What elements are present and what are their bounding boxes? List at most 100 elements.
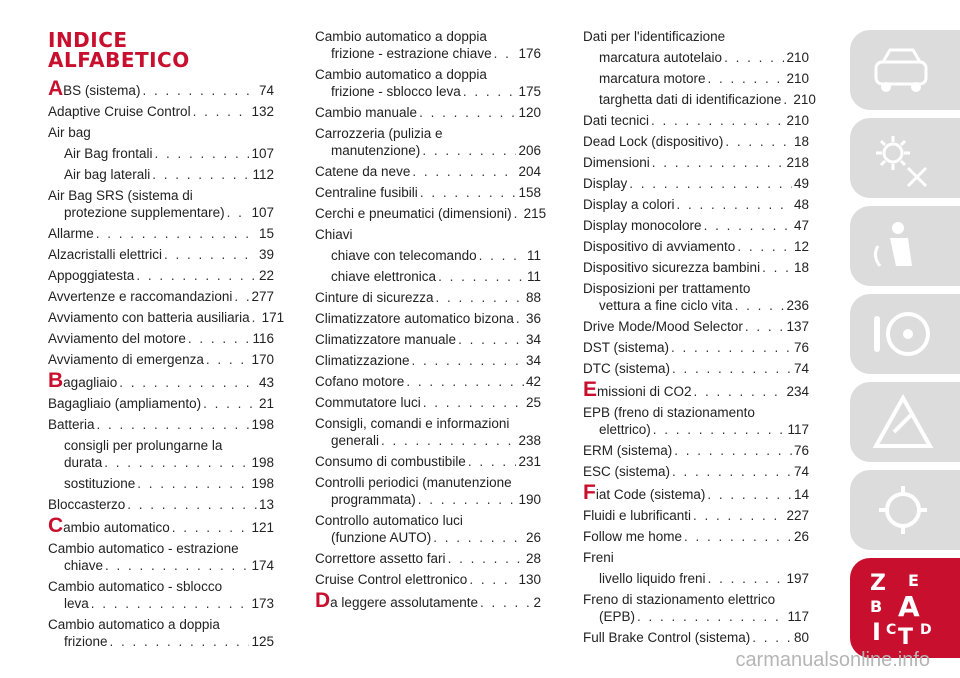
page-number[interactable]: 130: [518, 572, 541, 587]
index-entry[interactable]: Disposizioni per trattamento vettura a fi…: [583, 280, 809, 314]
page-number[interactable]: 21: [258, 396, 274, 411]
page-number[interactable]: 11: [526, 269, 541, 284]
index-entry[interactable]: Air bag: [48, 124, 274, 141]
index-entry[interactable]: livello liquido freni 197: [583, 570, 809, 587]
index-entry[interactable]: chiave elettronica 11: [315, 268, 541, 285]
index-entry[interactable]: Bloccasterzo 13: [48, 496, 274, 513]
page-number[interactable]: 175: [518, 84, 541, 99]
index-entry[interactable]: Climatizzatore manuale 34: [315, 331, 541, 348]
page-number[interactable]: 39: [258, 247, 274, 262]
tab-breakdown[interactable]: [850, 382, 960, 462]
index-entry[interactable]: DTC (sistema) 74: [583, 360, 809, 377]
page-number[interactable]: 210: [786, 113, 809, 128]
index-entry[interactable]: Follow me home 26: [583, 528, 809, 545]
page-number[interactable]: 132: [251, 104, 274, 119]
index-entry[interactable]: Drive Mode/Mood Selector 137: [583, 318, 809, 335]
page-number[interactable]: 198: [251, 455, 274, 470]
index-entry[interactable]: ABS (sistema) 74: [48, 78, 274, 99]
page-number[interactable]: 238: [518, 433, 541, 448]
page-number[interactable]: 74: [793, 361, 809, 376]
page-number[interactable]: 112: [252, 167, 274, 182]
page-number[interactable]: 76: [793, 443, 809, 458]
index-entry[interactable]: Display 49: [583, 175, 809, 192]
page-number[interactable]: 80: [793, 630, 809, 645]
index-entry[interactable]: Display monocolore 47: [583, 217, 809, 234]
index-entry[interactable]: Freno di stazionamento elettrico (EPB) 117: [583, 591, 809, 625]
page-number[interactable]: 22: [258, 268, 274, 283]
index-entry[interactable]: ESC (sistema) 74: [583, 463, 809, 480]
index-entry[interactable]: Cambio automatico - sblocco leva 173: [48, 578, 274, 612]
page-number[interactable]: 215: [523, 206, 547, 221]
index-entry[interactable]: Avviamento del motore 116: [48, 330, 274, 347]
tab-steering-wheel[interactable]: [850, 294, 960, 374]
index-entry[interactable]: marcatura autotelaio 210: [583, 49, 809, 66]
page-number[interactable]: 231: [518, 454, 541, 469]
page-number[interactable]: 26: [793, 529, 809, 544]
index-entry[interactable]: Dispositivo sicurezza bambini 18: [583, 259, 809, 276]
page-number[interactable]: 198: [251, 417, 274, 432]
page-number[interactable]: 171: [261, 310, 285, 325]
index-entry[interactable]: marcatura motore 210: [583, 70, 809, 87]
page-number[interactable]: 206: [518, 143, 541, 158]
index-entry[interactable]: Avvertenze e raccomandazioni 277: [48, 288, 274, 305]
tab-car-dashboard[interactable]: [850, 30, 960, 110]
index-entry[interactable]: EPB (freno di stazionamento elettrico) 117: [583, 404, 809, 438]
index-entry[interactable]: ERM (sistema) 76: [583, 442, 809, 459]
page-number[interactable]: 107: [251, 146, 274, 161]
index-entry[interactable]: chiave con telecomando 11: [315, 247, 541, 264]
tab-airbag-seat[interactable]: [850, 206, 960, 286]
index-entry[interactable]: Bagagliaio (ampliamento) 21: [48, 395, 274, 412]
page-number[interactable]: 236: [786, 298, 809, 313]
index-entry[interactable]: Correttore assetto fari 28: [315, 550, 541, 567]
index-entry[interactable]: Air Bag frontali 107: [48, 145, 274, 162]
page-number[interactable]: 218: [786, 155, 809, 170]
page-number[interactable]: 26: [525, 530, 541, 545]
page-number[interactable]: 36: [525, 311, 541, 326]
page-number[interactable]: 18: [793, 260, 809, 275]
page-number[interactable]: 15: [258, 226, 274, 241]
page-number[interactable]: 210: [793, 92, 816, 107]
index-entry[interactable]: Cambio manuale 120: [315, 104, 541, 121]
page-number[interactable]: 117: [787, 422, 809, 437]
page-number[interactable]: 198: [251, 476, 274, 491]
index-entry[interactable]: Bagagliaio 43: [48, 370, 274, 391]
page-number[interactable]: 34: [525, 332, 541, 347]
index-entry[interactable]: Adaptive Cruise Control 132: [48, 103, 274, 120]
index-entry[interactable]: Controlli periodici (manutenzione program…: [315, 474, 541, 508]
tab-index[interactable]: Z E B A I C T D: [850, 558, 960, 658]
index-entry[interactable]: Fluidi e lubrificanti 227: [583, 507, 809, 524]
page-number[interactable]: 11: [526, 248, 541, 263]
index-entry[interactable]: Allarme 15: [48, 225, 274, 242]
page-number[interactable]: 125: [251, 634, 274, 649]
page-number[interactable]: 2: [533, 595, 541, 610]
index-entry[interactable]: Cinture di sicurezza 88: [315, 289, 541, 306]
index-entry[interactable]: Commutatore luci 25: [315, 394, 541, 411]
index-entry[interactable]: Dati tecnici 210: [583, 112, 809, 129]
index-entry[interactable]: Carrozzeria (pulizia e manutenzione) 206: [315, 125, 541, 159]
index-entry[interactable]: Alzacristalli elettrici 39: [48, 246, 274, 263]
index-entry[interactable]: sostituzione 198: [48, 475, 274, 492]
index-entry[interactable]: Controllo automatico luci (funzione AUTO)…: [315, 512, 541, 546]
page-number[interactable]: 25: [525, 395, 541, 410]
page-number[interactable]: 234: [786, 384, 809, 399]
index-entry[interactable]: Consigli, comandi e informazioni generali…: [315, 415, 541, 449]
page-number[interactable]: 116: [252, 331, 274, 346]
page-number[interactable]: 74: [793, 464, 809, 479]
page-number[interactable]: 210: [786, 50, 809, 65]
page-number[interactable]: 204: [518, 164, 541, 179]
page-number[interactable]: 74: [258, 83, 274, 98]
page-number[interactable]: 170: [251, 352, 274, 367]
page-number[interactable]: 117: [787, 609, 809, 624]
index-entry[interactable]: Cambio automatico a doppia frizione - sbl…: [315, 66, 541, 100]
index-entry[interactable]: Cambio automatico 121: [48, 515, 274, 536]
index-entry[interactable]: Air Bag SRS (sistema di protezione supple…: [48, 187, 274, 221]
index-entry[interactable]: Cambio automatico - estrazione chiave 174: [48, 540, 274, 574]
page-number[interactable]: 227: [786, 508, 809, 523]
index-entry[interactable]: Chiavi: [315, 226, 541, 243]
page-number[interactable]: 137: [786, 319, 809, 334]
tab-maintenance[interactable]: [850, 470, 960, 550]
page-number[interactable]: 43: [258, 375, 274, 390]
page-number[interactable]: 49: [793, 176, 809, 191]
index-entry[interactable]: Dimensioni 218: [583, 154, 809, 171]
